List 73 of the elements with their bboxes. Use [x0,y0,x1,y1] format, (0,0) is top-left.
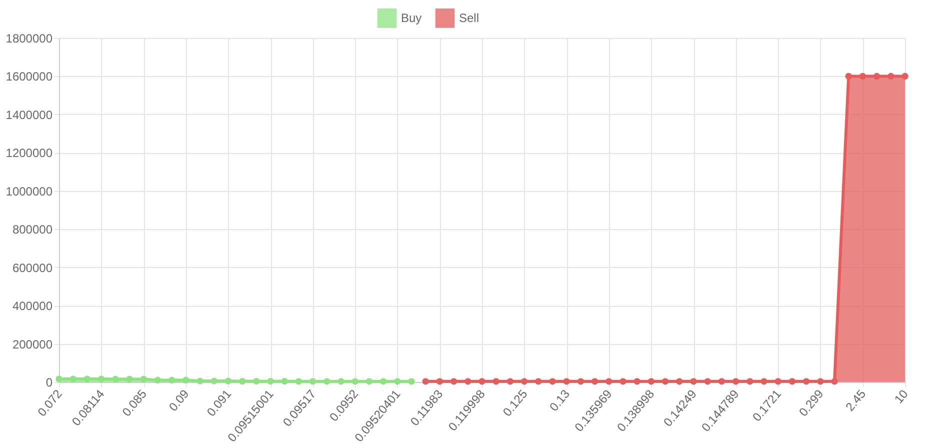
point [520,378,528,385]
point [70,376,76,382]
point [506,378,514,385]
point [620,378,626,385]
point [309,378,316,385]
point [492,378,500,385]
point [634,378,640,385]
point [98,376,105,382]
point [591,378,598,385]
point [690,378,697,385]
point [436,378,444,385]
point [760,378,768,385]
point [140,376,147,382]
point [168,376,176,384]
x-tick-label: 10 [892,386,912,406]
point [676,378,683,385]
point [802,378,810,385]
point [859,72,866,80]
point [182,376,190,384]
point [238,378,246,385]
point [873,72,880,80]
point [324,378,330,385]
point [464,378,472,385]
point [422,378,429,385]
point [817,378,824,385]
y-tick-label: 1200000 [6,146,53,160]
point [352,378,358,385]
point [746,378,754,385]
point [845,72,852,80]
y-tick-label: 1600000 [6,70,53,84]
point [224,378,232,384]
y-tick-label: 800000 [12,222,53,237]
point [732,378,740,385]
y-tick-label: 1000000 [6,184,53,198]
point [408,378,415,385]
point [338,378,344,385]
legend-label: Sell [459,11,480,26]
point [210,378,218,384]
y-tick-label: 200000 [12,337,53,352]
point [606,378,612,385]
point [295,378,302,385]
point [380,378,387,385]
point [366,378,373,385]
y-tick-label: 600000 [12,260,53,275]
point [788,378,796,385]
point [563,378,570,385]
y-tick-label: 1400000 [6,108,53,122]
point [718,378,726,385]
y-tick-label: 1800000 [6,32,53,46]
point [535,378,542,385]
point [704,378,711,385]
point [577,378,584,385]
y-tick-label: 0 [46,376,53,390]
point [648,378,655,385]
point [478,378,486,385]
y-tick-label: 400000 [12,299,53,314]
legend-label: Buy [401,11,422,26]
point [450,378,458,385]
point [267,378,274,385]
point [902,72,908,80]
point [394,378,401,385]
point [774,378,782,385]
point [831,378,838,385]
point [84,376,91,382]
point [253,378,260,385]
point [196,378,204,384]
point [126,376,133,382]
point [112,376,119,382]
point [888,72,894,80]
point [549,378,556,385]
point [662,378,669,385]
point [281,378,288,385]
point [154,376,162,384]
